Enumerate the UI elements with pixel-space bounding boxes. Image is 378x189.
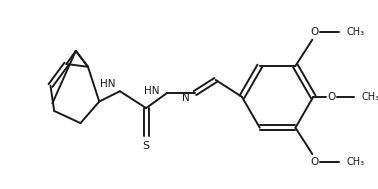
Text: HN: HN [100, 79, 115, 89]
Text: N: N [181, 93, 189, 103]
Text: CH₃: CH₃ [346, 27, 364, 37]
Text: O: O [310, 27, 318, 37]
Text: O: O [310, 156, 318, 167]
Text: HN: HN [144, 86, 159, 96]
Text: CH₃: CH₃ [361, 92, 378, 102]
Text: O: O [327, 92, 335, 102]
Text: S: S [143, 141, 150, 151]
Text: CH₃: CH₃ [346, 156, 364, 167]
